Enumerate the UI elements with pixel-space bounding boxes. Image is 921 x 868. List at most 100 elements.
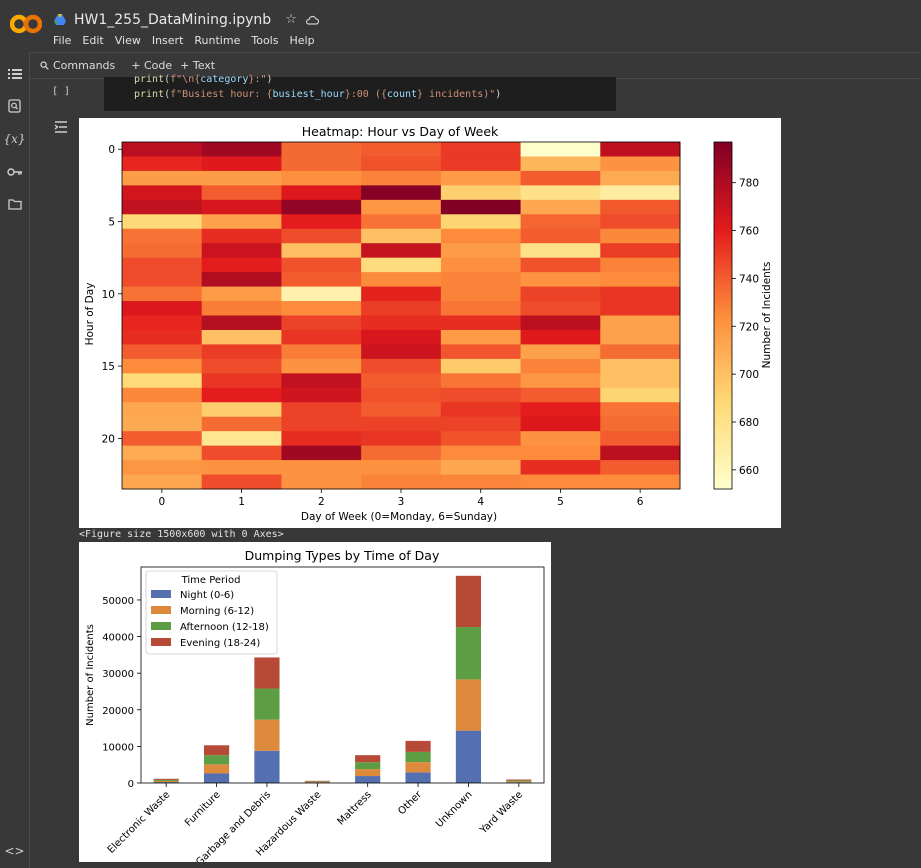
heatmap-cell — [201, 474, 282, 490]
colorbar-tick-label: 720 — [739, 321, 759, 333]
heatmap-cell — [281, 301, 362, 316]
heatmap-cell — [440, 474, 522, 490]
menu-file[interactable]: File — [53, 34, 72, 47]
heatmap-cell — [440, 431, 522, 447]
code-token: category — [200, 74, 249, 85]
code-line: print(f"Busiest hour: {busiest_hour}:00 … — [134, 87, 616, 102]
heatmap-cell — [361, 460, 442, 476]
heatmap-xtick-label: 4 — [477, 496, 484, 508]
bar-segment — [203, 745, 230, 756]
add-text-button[interactable]: + Text — [180, 59, 215, 72]
heatmap-ylabel: Hour of Day — [84, 283, 96, 346]
heatmap-cell — [201, 286, 282, 302]
heatmap-cell — [520, 156, 601, 172]
files-folder-icon[interactable] — [6, 196, 23, 213]
heatmap-cell — [361, 272, 442, 288]
heatmap-cell — [520, 214, 601, 230]
heatmap-cell — [201, 358, 282, 374]
heatmap-cell — [361, 373, 442, 389]
heatmap-cell — [600, 445, 681, 461]
heatmap-cell — [361, 445, 442, 461]
heatmap-cell — [281, 460, 362, 476]
heatmap-cell — [201, 156, 282, 172]
heatmap-cell — [520, 344, 601, 360]
add-code-button[interactable]: + Code — [131, 59, 172, 72]
heatmap-cell — [122, 185, 203, 201]
heatmap-cell — [201, 416, 282, 432]
heatmap-cell — [281, 170, 362, 186]
heatmap-cell — [122, 272, 203, 288]
menu-view[interactable]: View — [114, 34, 141, 47]
colorbar — [713, 141, 733, 490]
heatmap-cell — [440, 142, 522, 157]
heatmap-cell — [201, 301, 282, 316]
bar-segment — [153, 782, 179, 783]
heatmap-cell — [361, 474, 442, 490]
colab-logo[interactable] — [9, 14, 43, 38]
heatmap-cell — [520, 243, 601, 259]
code-editor[interactable]: print(f"\n{category}:") print(f"Busiest h… — [104, 74, 616, 111]
code-cell[interactable]: [ ] print(f"\n{category}:") print(f"Busie… — [30, 74, 921, 111]
bar-segment — [203, 755, 230, 765]
cloud-saved-icon[interactable] — [305, 10, 319, 29]
heatmap-cell — [440, 286, 522, 302]
bar-segment — [455, 575, 482, 628]
heatmap-cell — [122, 315, 203, 331]
heatmap-cell — [281, 272, 362, 288]
commands-button[interactable]: Commands — [40, 59, 115, 72]
bar-segment — [304, 781, 330, 783]
bar-segment — [355, 755, 381, 763]
heatmap-cell — [361, 416, 442, 432]
heatmap-cell — [281, 286, 362, 302]
find-replace-icon[interactable] — [6, 97, 23, 114]
heatmap-xtick-label: 0 — [159, 496, 166, 508]
legend-label: Afternoon (12-18) — [180, 622, 269, 633]
heatmap-cell — [281, 358, 362, 374]
menu-help[interactable]: Help — [289, 34, 315, 47]
colorbar-tick-label: 780 — [739, 178, 759, 190]
heatmap-cell — [122, 416, 203, 432]
menu-edit[interactable]: Edit — [82, 34, 104, 47]
heatmap-cell — [600, 474, 681, 490]
code-token: busiest_hour — [272, 89, 345, 100]
secrets-key-icon[interactable] — [6, 163, 23, 180]
heatmap-cell — [122, 373, 203, 389]
heatmap-cell — [520, 402, 601, 418]
heatmap-cell — [600, 272, 681, 288]
bar-segment — [203, 764, 230, 774]
heatmap-cell — [281, 431, 362, 447]
heatmap-cell — [600, 257, 681, 273]
heatmap-cell — [361, 315, 442, 331]
colorbar-tick-label: 660 — [739, 465, 759, 477]
heatmap-cell — [281, 315, 362, 331]
bar-segment — [153, 778, 179, 780]
heatmap-cell — [281, 228, 362, 244]
notebook-title[interactable]: HW1_255_DataMining.ipynb — [74, 11, 272, 28]
heatmap-cell — [122, 214, 203, 230]
heatmap-cell — [361, 257, 442, 273]
star-icon[interactable]: ☆ — [285, 12, 297, 27]
variables-icon[interactable]: {x} — [3, 131, 26, 146]
code-snippets-icon[interactable]: <> — [4, 843, 25, 858]
heatmap-cell — [520, 257, 601, 273]
heatmap-cell — [520, 301, 601, 316]
run-cell-button[interactable]: [ ] — [52, 86, 71, 97]
code-token: count — [386, 89, 418, 100]
heatmap-cell — [361, 185, 442, 201]
bar-xtick-label: Yard Waste — [478, 789, 525, 836]
heatmap-cell — [361, 344, 442, 360]
table-of-contents-icon[interactable] — [6, 65, 23, 82]
heatmap-cell — [122, 243, 203, 259]
heatmap-cell — [281, 416, 362, 432]
menu-runtime[interactable]: Runtime — [194, 34, 241, 47]
output-toggle-icon[interactable] — [54, 118, 68, 137]
heatmap-cell — [520, 185, 601, 201]
bar-title: Dumping Types by Time of Day — [245, 548, 440, 563]
bar-segment — [405, 762, 431, 773]
heatmap-cell — [361, 156, 442, 172]
heatmap-cell — [361, 329, 442, 345]
heatmap-cell — [520, 474, 601, 490]
menu-tools[interactable]: Tools — [251, 34, 279, 47]
menu-insert[interactable]: Insert — [151, 34, 184, 47]
code-token: print — [134, 89, 165, 100]
